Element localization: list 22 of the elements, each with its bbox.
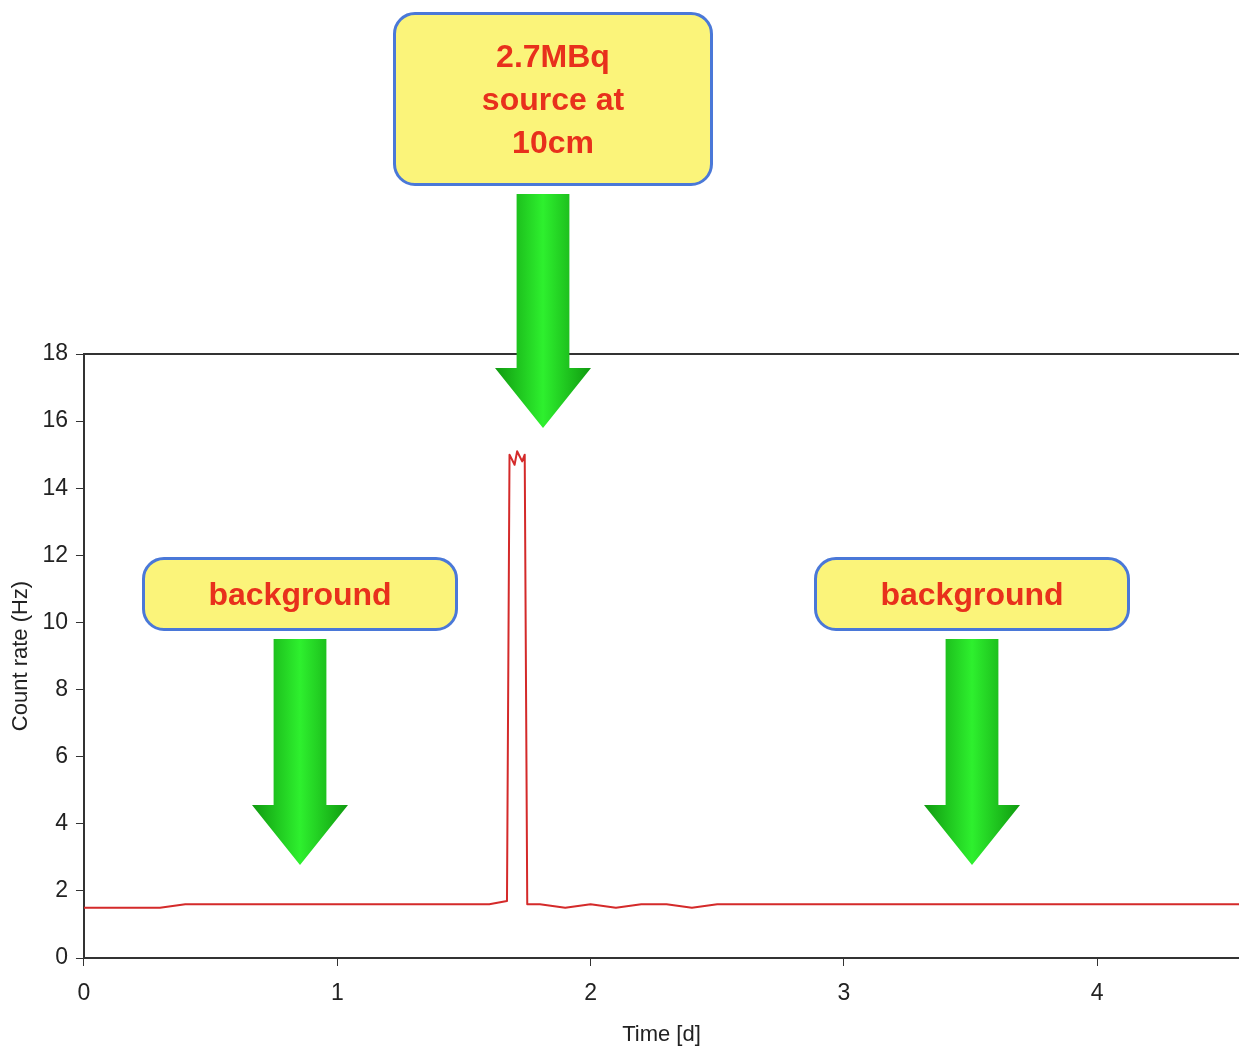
- y-tick-label: 2: [55, 876, 68, 903]
- callout-box: background: [142, 557, 458, 631]
- y-tick-label: 8: [55, 674, 68, 701]
- annotation: background: [880, 574, 1064, 614]
- y-tick-label: 14: [42, 473, 69, 500]
- callout-box: 2.7MBq source at 10cm: [393, 12, 713, 186]
- annotation: background: [208, 574, 392, 614]
- y-tick-label: 4: [55, 809, 69, 836]
- x-tick-label: 0: [77, 979, 91, 1006]
- y-tick-label: 12: [42, 540, 68, 567]
- y-tick-label: 18: [42, 339, 68, 366]
- y-tick-label: 10: [42, 607, 68, 634]
- x-tick-label: 4: [1090, 979, 1104, 1006]
- x-tick-label: 3: [837, 979, 851, 1006]
- y-tick-label: 0: [55, 943, 68, 970]
- y-tick-label: 6: [55, 742, 68, 769]
- x-axis-title: Time [d]: [622, 1020, 701, 1046]
- x-tick-label: 2: [584, 979, 597, 1006]
- x-tick-label: 1: [330, 979, 344, 1006]
- callout-box: background: [814, 557, 1130, 631]
- y-axis-title: Count rate (Hz): [7, 580, 33, 732]
- y-tick-label: 16: [42, 406, 68, 433]
